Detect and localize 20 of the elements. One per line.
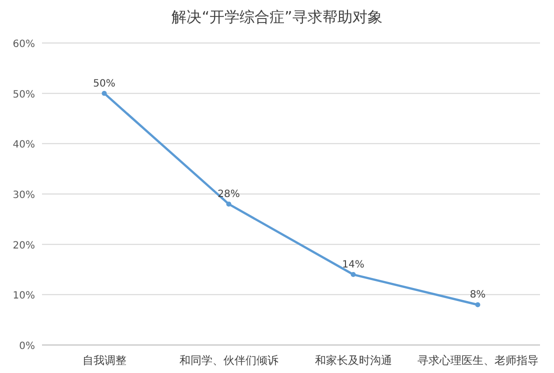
- point: [102, 90, 107, 96]
- point: [226, 202, 232, 207]
- y-tick-label: 20%: [12, 240, 35, 252]
- text: 28%: [218, 189, 240, 200]
- y-tick-label: 0%: [19, 341, 35, 352]
- x-tick-label: 和同学、伙伴们倾诉: [179, 354, 278, 367]
- x-tick-label: 自我调整: [82, 354, 126, 367]
- point: [350, 272, 356, 278]
- y-tick-label: 50%: [12, 89, 35, 100]
- point: [475, 302, 480, 308]
- chart-title: 解决“开学综合症”寻求帮助对象: [172, 8, 382, 26]
- text: 8%: [470, 290, 486, 301]
- text: 14%: [342, 260, 364, 271]
- x-tick-label: 和家长及时沟通: [314, 354, 392, 367]
- x-tick-label: 寻求心理医生、老师指导: [417, 354, 538, 367]
- text: 50%: [93, 78, 116, 90]
- y-tick-label: 40%: [12, 140, 35, 151]
- y-tick-label: 10%: [12, 290, 35, 302]
- y-tick-label: 60%: [12, 39, 35, 50]
- y-tick-label: 30%: [12, 190, 35, 201]
